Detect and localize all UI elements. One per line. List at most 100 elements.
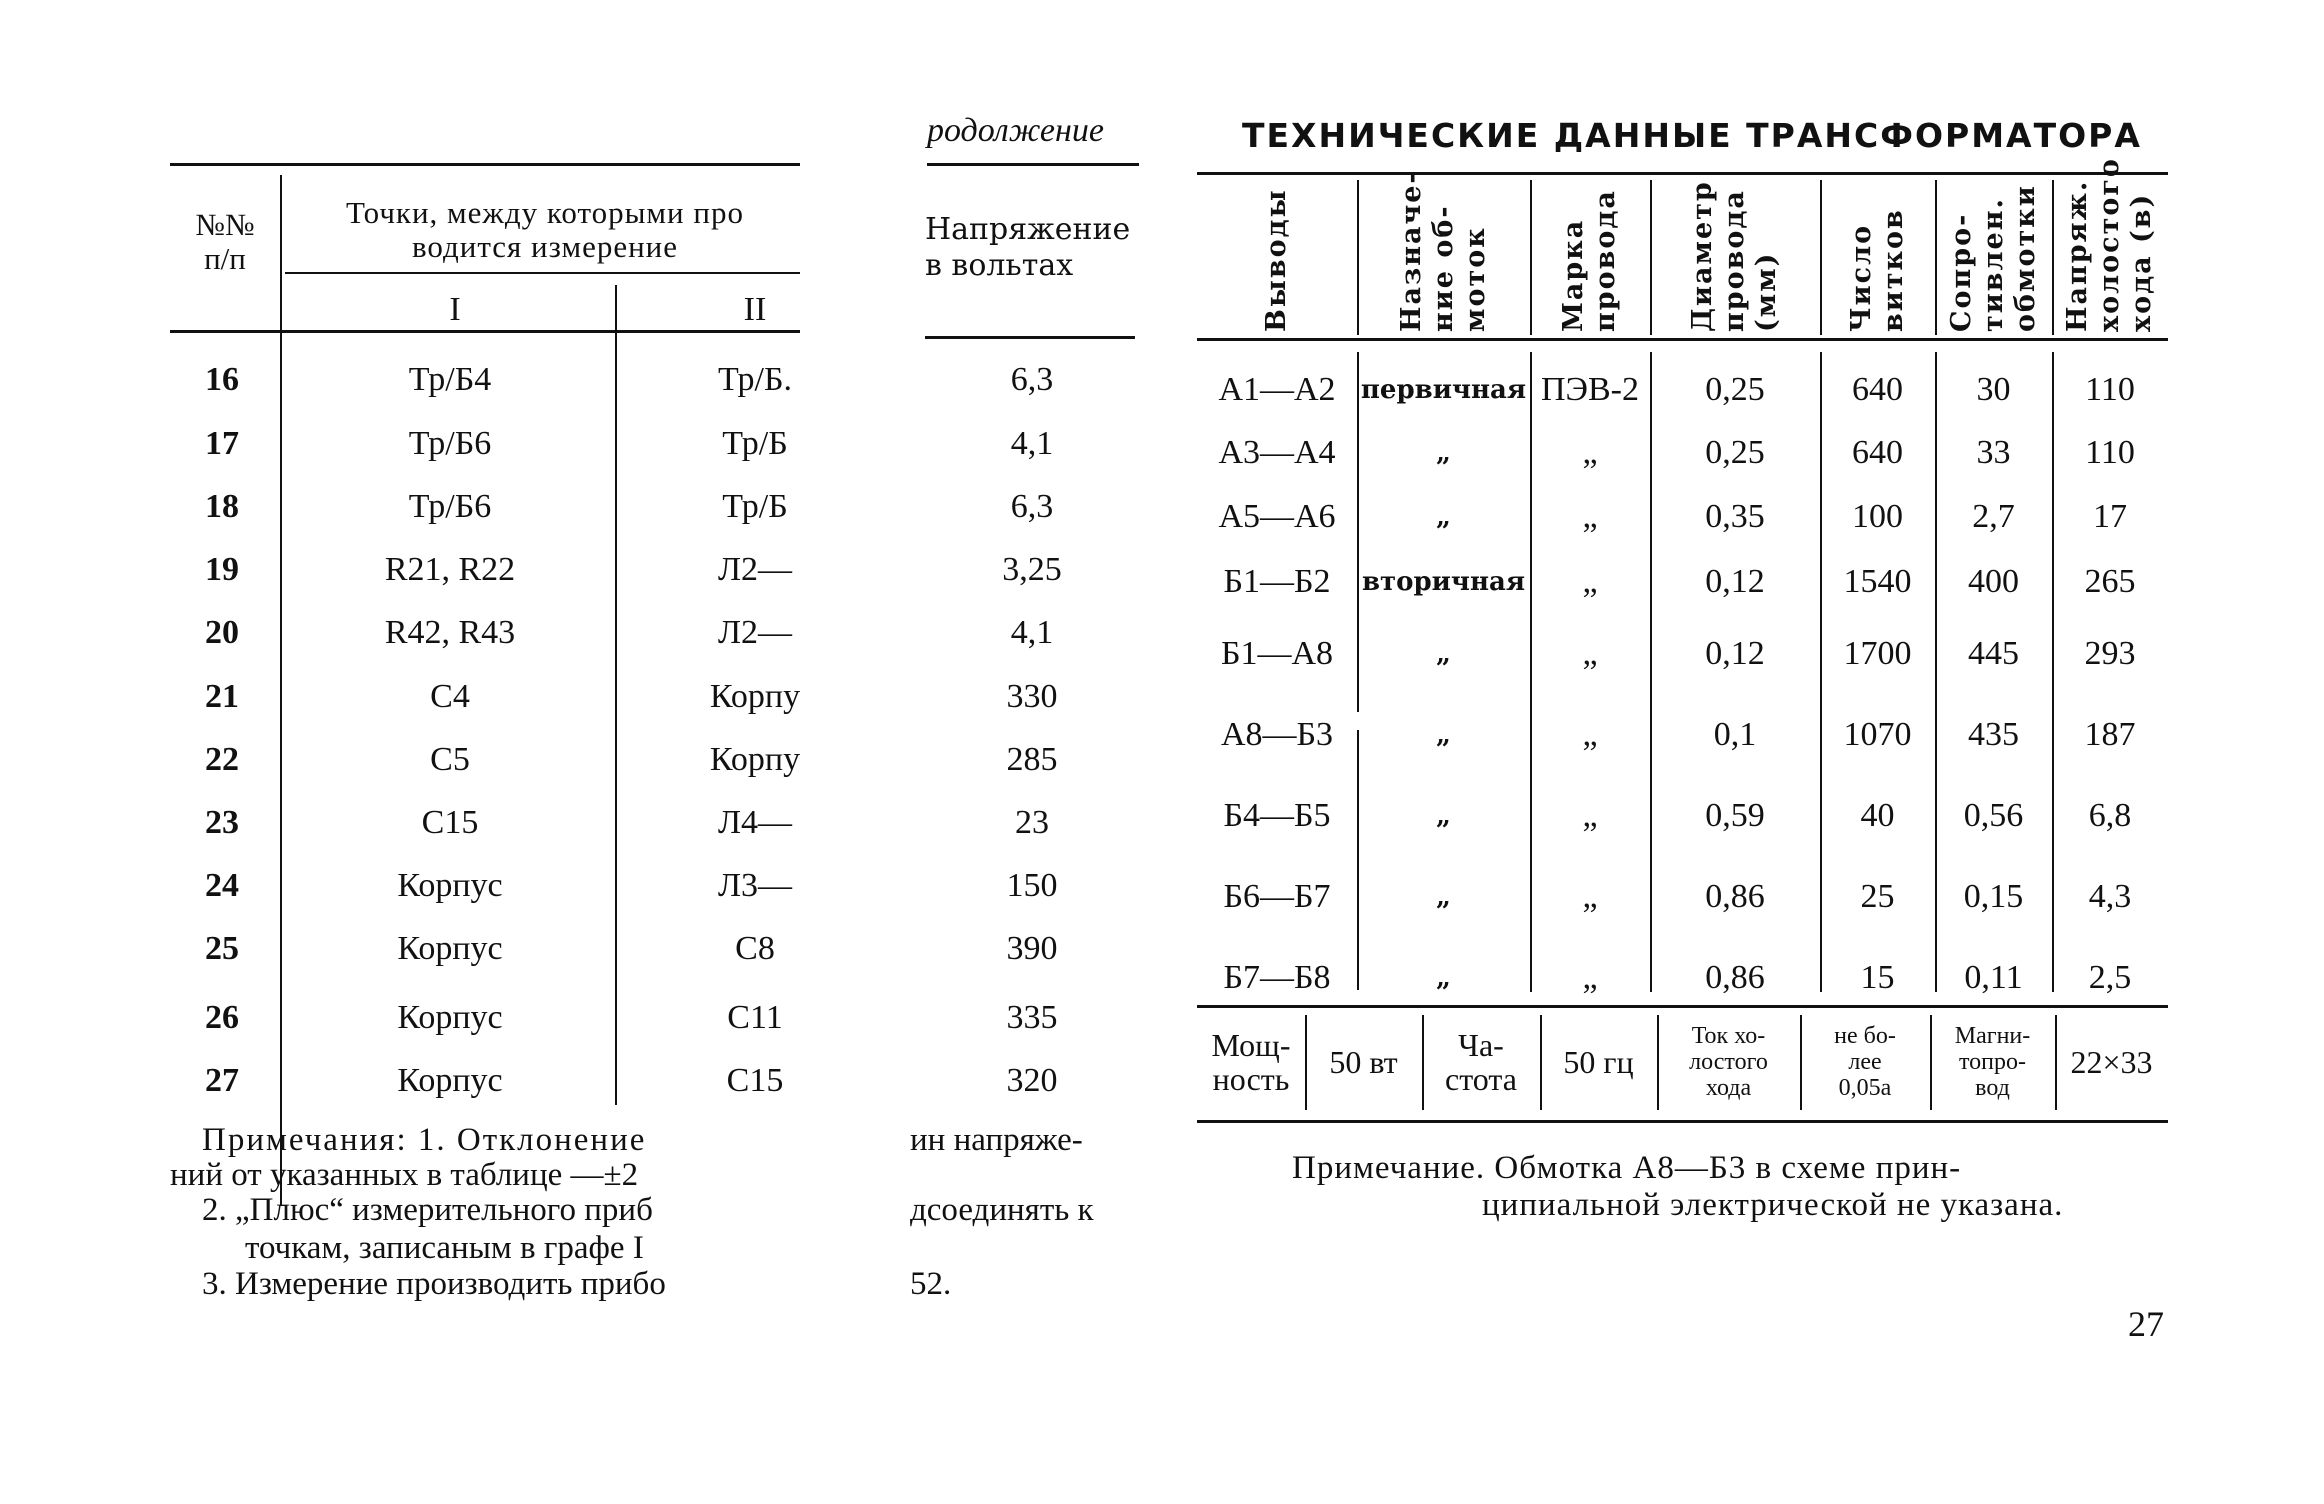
row-number: 27 xyxy=(205,1062,239,1099)
turns: 25 xyxy=(1860,878,1895,915)
table-title: ТЕХНИЧЕСКИЕ ДАННЫЕ ТРАНСФОРМАТОРА xyxy=(1242,116,2142,155)
wire-diameter: 0,25 xyxy=(1705,371,1765,408)
terminals: А1—А2 xyxy=(1218,371,1336,408)
resistance: 30 xyxy=(1976,371,2011,408)
voltage-value: 3,25 xyxy=(1002,551,1062,588)
point-1: Корпус xyxy=(397,867,503,904)
winding-purpose: „ xyxy=(1436,963,1451,993)
voltage-value: 390 xyxy=(1006,930,1058,967)
rule-line xyxy=(285,272,800,274)
column-header: Число витков xyxy=(1845,208,1909,332)
rule-line xyxy=(1197,1120,2168,1123)
voltage-value: 335 xyxy=(1006,999,1058,1036)
no-load-voltage: 2,5 xyxy=(2088,959,2132,996)
voltage-value: 6,3 xyxy=(1010,488,1054,525)
no-load-voltage: 110 xyxy=(2085,371,2135,408)
column-header: Выводы xyxy=(1261,188,1292,332)
terminals: Б1—А8 xyxy=(1220,635,1334,672)
resistance: 0,11 xyxy=(1964,959,2023,996)
wire-diameter: 0,12 xyxy=(1705,563,1765,600)
point-2: Корпу xyxy=(709,678,801,715)
footer-cell: Ток хо-лостого хода xyxy=(1689,1023,1768,1101)
continuation-label: родолжение xyxy=(927,112,1104,149)
column-divider xyxy=(615,285,617,345)
point-1: Тр/Б4 xyxy=(408,361,492,398)
resistance: 2,7 xyxy=(1972,498,2015,535)
row-number: 20 xyxy=(205,614,239,651)
wire-brand: „ xyxy=(1582,563,1598,600)
terminals: Б4—Б5 xyxy=(1223,797,1331,834)
resistance: 33 xyxy=(1976,434,2011,471)
column-divider xyxy=(2052,180,2054,335)
turns: 40 xyxy=(1860,797,1895,834)
row-number: 23 xyxy=(205,804,239,841)
point-2: Тр/Б. xyxy=(718,361,792,398)
row-number: 26 xyxy=(205,999,239,1036)
turns: 100 xyxy=(1852,498,1903,535)
row-number: 25 xyxy=(205,930,239,967)
resistance: 445 xyxy=(1968,635,2019,672)
wire-brand: „ xyxy=(1582,498,1598,535)
resistance: 435 xyxy=(1968,716,2019,753)
winding-purpose: „ xyxy=(1436,801,1451,831)
no-load-voltage: 17 xyxy=(2093,498,2127,535)
note-line: ин напряже- xyxy=(910,1122,1083,1158)
note-line: дсоединять к xyxy=(910,1192,1094,1228)
column-header: Назначе-ние об-моток xyxy=(1395,170,1491,332)
voltage-value: 320 xyxy=(1006,1062,1058,1099)
no-load-voltage: 110 xyxy=(2085,434,2135,471)
wire-diameter: 0,35 xyxy=(1705,498,1765,535)
point-1: С5 xyxy=(430,741,470,778)
header-col1: I xyxy=(449,291,461,328)
note-line: 52. xyxy=(910,1266,952,1302)
terminals: А5—А6 xyxy=(1218,498,1336,535)
note-line: 3. Измерение производить прибо xyxy=(202,1266,666,1302)
row-number: 21 xyxy=(205,678,239,715)
footer-cell: Мощ-ность xyxy=(1211,1027,1291,1097)
winding-purpose: „ xyxy=(1436,720,1451,750)
wire-brand: „ xyxy=(1582,797,1598,834)
terminals: Б7—Б8 xyxy=(1223,959,1331,996)
point-1: Корпус xyxy=(397,930,503,967)
voltage-value: 4,1 xyxy=(1010,614,1054,651)
column-divider xyxy=(615,345,617,1105)
voltage-value: 23 xyxy=(1015,804,1049,841)
column-divider xyxy=(1650,352,1652,992)
point-1: Тр/Б6 xyxy=(408,425,492,462)
winding-purpose: вторичная xyxy=(1361,567,1526,597)
column-divider xyxy=(1820,352,1822,992)
rule-line xyxy=(170,330,800,333)
point-2: Л3— xyxy=(717,867,793,904)
voltage-value: 6,3 xyxy=(1010,361,1054,398)
rule-line xyxy=(1197,1005,2168,1008)
wire-brand: „ xyxy=(1582,635,1598,672)
note-line: ний от указанных в таблице —±2 xyxy=(170,1157,639,1193)
footer-cell: Ча-стота xyxy=(1445,1027,1517,1097)
voltage-value: 330 xyxy=(1006,678,1058,715)
column-divider xyxy=(1530,352,1532,992)
wire-brand: „ xyxy=(1582,959,1598,996)
rule-line xyxy=(1197,338,2168,341)
winding-purpose: первичная xyxy=(1360,375,1527,405)
no-load-voltage: 187 xyxy=(2084,716,2136,753)
wire-brand: „ xyxy=(1582,434,1598,471)
point-2: Л2— xyxy=(717,551,793,588)
rule-line xyxy=(170,163,800,166)
note-line: Примечания: 1. Отклонение xyxy=(202,1122,647,1158)
point-1: R42, R43 xyxy=(384,614,516,651)
point-2: Л4— xyxy=(717,804,793,841)
resistance: 400 xyxy=(1968,563,2019,600)
winding-purpose: „ xyxy=(1436,438,1451,468)
wire-diameter: 0,12 xyxy=(1705,635,1765,672)
footer-cell: не бо-лее 0,05а xyxy=(1834,1023,1896,1101)
winding-purpose: „ xyxy=(1436,502,1451,532)
rule-line xyxy=(927,163,1139,166)
voltage-value: 4,1 xyxy=(1010,425,1054,462)
header-number: №№ п/п xyxy=(195,207,255,276)
column-divider xyxy=(1935,352,1937,992)
wire-diameter: 0,86 xyxy=(1705,959,1765,996)
column-divider xyxy=(1800,1015,1802,1110)
column-header: Сопро-тивлен. обмотки xyxy=(1945,184,2041,332)
wire-brand: „ xyxy=(1582,716,1598,753)
rule-line xyxy=(1197,172,2168,175)
